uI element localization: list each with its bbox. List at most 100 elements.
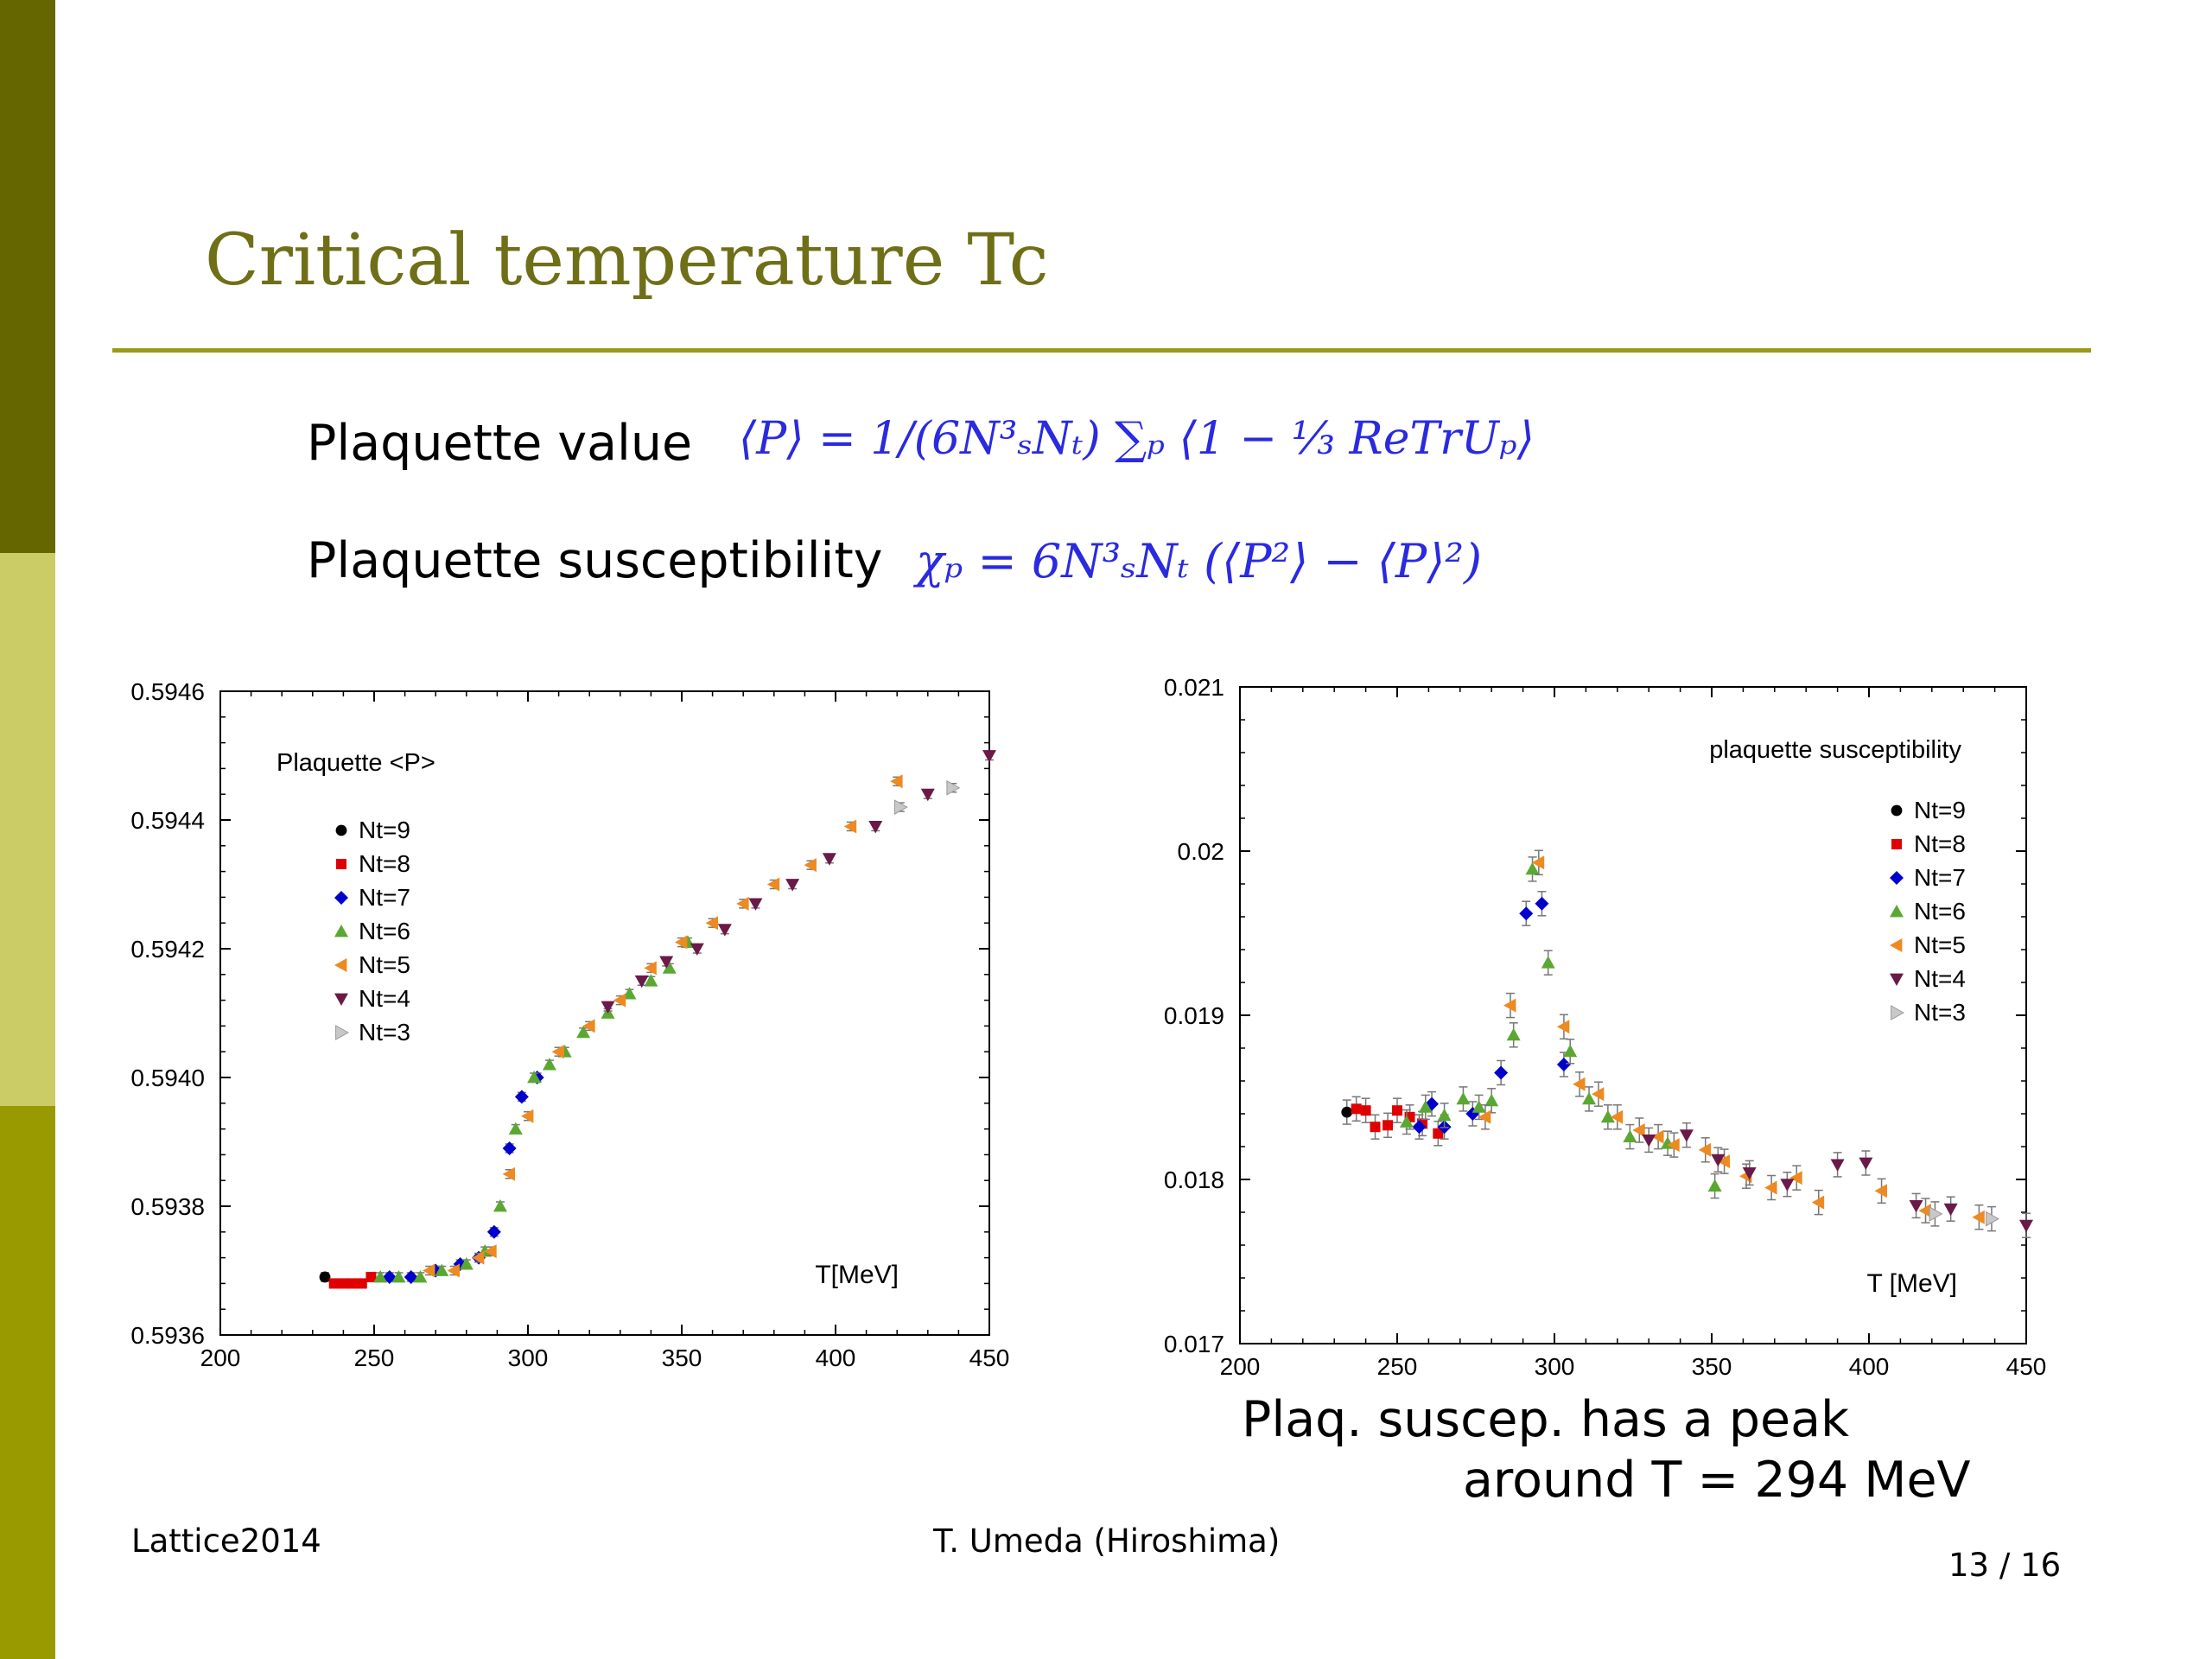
plot-frame	[219, 690, 990, 1336]
y-tick-label: 0.5938	[130, 1193, 205, 1220]
title-divider	[112, 348, 2091, 353]
x-axis-label: T [MeV]	[1867, 1269, 1957, 1298]
data-point	[1986, 1211, 1999, 1227]
x-tick-label: 200	[1220, 1353, 1261, 1380]
data-point	[644, 961, 657, 976]
series-Nt=4	[601, 750, 996, 1014]
legend-label: Nt=6	[1914, 898, 1966, 925]
series-Nt=8	[1351, 1096, 1444, 1147]
data-point	[472, 1250, 485, 1265]
data-point	[1456, 1091, 1471, 1105]
data-point	[1711, 1154, 1726, 1167]
data-point	[1679, 1129, 1694, 1142]
data-point	[1632, 1123, 1645, 1137]
data-point	[1563, 1044, 1578, 1058]
data-point	[486, 1224, 501, 1239]
data-point	[521, 1109, 534, 1123]
data-point	[1859, 1157, 1873, 1170]
data-point	[582, 1019, 595, 1033]
data-point	[1382, 1120, 1394, 1131]
data-point	[893, 799, 908, 815]
x-tick-label: 250	[354, 1344, 395, 1371]
data-point	[1874, 1184, 1887, 1198]
data-point	[675, 935, 688, 950]
series-Nt=3	[893, 779, 961, 815]
data-point	[391, 1269, 406, 1283]
data-point	[822, 853, 836, 866]
data-point	[1506, 1027, 1521, 1041]
x-tick-label: 250	[1377, 1353, 1418, 1380]
data-point	[1780, 1179, 1795, 1192]
data-point	[644, 974, 658, 987]
series-Nt=6	[373, 935, 696, 1283]
data-point	[1503, 998, 1516, 1013]
data-point	[356, 1278, 367, 1289]
data-point	[1341, 1106, 1353, 1118]
data-point	[1707, 1179, 1722, 1192]
data-point	[435, 1263, 449, 1276]
legend-marker	[1891, 1005, 1905, 1020]
page-number: 13 / 16	[1948, 1547, 2062, 1584]
data-point	[982, 750, 996, 763]
series-Nt=8	[328, 1271, 377, 1289]
sidebar-stripe-bottom	[0, 1106, 55, 1659]
data-point	[404, 1269, 418, 1284]
data-point	[1351, 1103, 1362, 1115]
data-point	[502, 1166, 516, 1181]
data-point	[1412, 1120, 1427, 1135]
legend-marker	[336, 859, 346, 869]
data-point	[576, 1025, 591, 1039]
data-point	[1531, 855, 1545, 870]
series-Nt=5	[1478, 849, 1985, 1230]
plaquette-susceptibility-label: Plaquette susceptibility	[307, 532, 883, 589]
plaquette-value-label: Plaquette value	[307, 415, 693, 472]
legend-marker	[1890, 871, 1904, 885]
series-Nt=3	[1929, 1201, 1999, 1232]
data-point	[717, 924, 732, 937]
data-point	[1717, 1154, 1730, 1169]
data-point	[662, 961, 677, 974]
x-tick-label: 300	[508, 1344, 549, 1371]
y-tick-label: 0.5940	[130, 1065, 205, 1091]
legend-label: Nt=4	[1914, 965, 1966, 992]
data-point	[502, 1141, 517, 1155]
x-tick-label: 300	[1535, 1353, 1575, 1380]
data-point	[736, 896, 749, 911]
series-Nt=9	[1341, 1099, 1353, 1125]
data-point	[1525, 861, 1540, 875]
data-point	[634, 975, 649, 988]
legend-label: Nt=3	[359, 1019, 410, 1046]
data-point	[601, 1001, 615, 1014]
data-point	[1494, 1065, 1509, 1080]
legend-label: Nt=8	[359, 850, 410, 877]
data-point	[365, 1271, 377, 1282]
legend-marker	[1891, 839, 1902, 849]
data-point	[1610, 1109, 1624, 1124]
y-tick-label: 0.5946	[130, 678, 205, 705]
data-point	[319, 1271, 331, 1283]
legend-label: Nt=3	[1914, 999, 1966, 1026]
legend-label: Nt=5	[1914, 931, 1966, 958]
data-point	[1591, 1087, 1605, 1102]
legend-label: Nt=7	[359, 884, 410, 911]
y-tick-label: 0.021	[1164, 674, 1224, 701]
susceptibility-chart: 200 250 300 350 400 450 0.017 0.018 0.019 0.02 0.0…	[1164, 674, 2046, 1380]
data-point	[868, 821, 883, 834]
legend-label: Nt=8	[1914, 830, 1966, 857]
data-point	[1535, 896, 1549, 911]
data-point	[382, 1269, 397, 1284]
chart-title: Plaquette <P>	[276, 749, 435, 777]
x-tick-label: 400	[816, 1344, 856, 1371]
data-point	[542, 1058, 556, 1071]
data-point	[453, 1257, 467, 1272]
x-tick-label: 350	[662, 1344, 702, 1371]
data-point	[946, 779, 961, 796]
caption-line-1: Plaq. suscep. has a peak	[1242, 1391, 1850, 1448]
legend-marker	[1890, 938, 1903, 952]
y-tick-label: 0.5944	[130, 807, 205, 834]
y-tick-label: 0.5936	[130, 1322, 205, 1349]
data-point	[1399, 1115, 1414, 1128]
legend-marker	[334, 891, 348, 905]
data-point	[1392, 1105, 1402, 1116]
series-Nt=4	[1642, 1122, 2033, 1238]
